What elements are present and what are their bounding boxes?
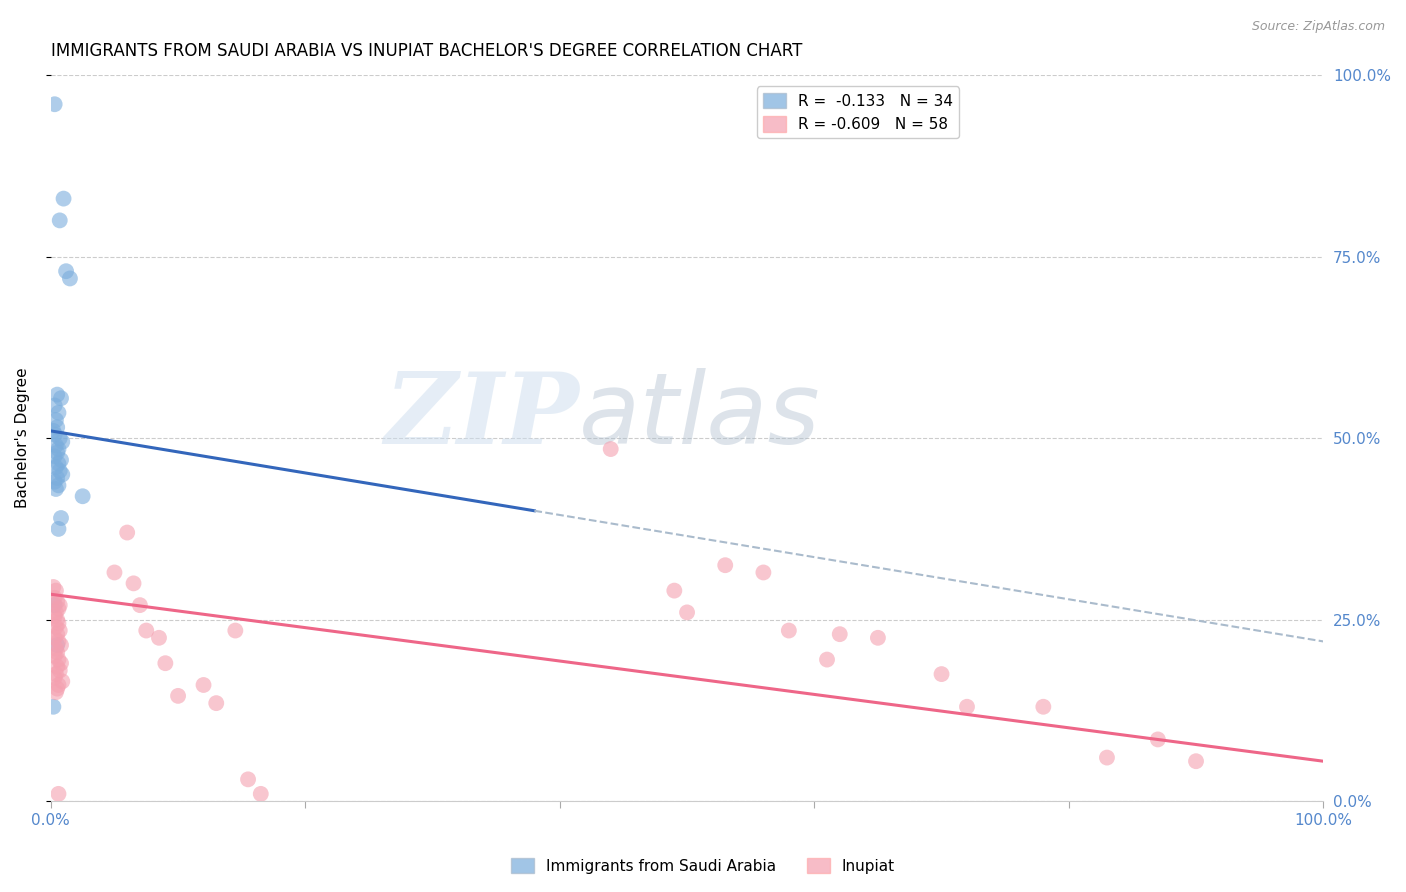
Point <box>46 445 69 459</box>
Point <box>51 674 73 689</box>
Point <box>167 689 190 703</box>
Point <box>931 667 953 681</box>
Legend: R =  -0.133   N = 34, R = -0.609   N = 58: R = -0.133 N = 34, R = -0.609 N = 58 <box>756 87 959 138</box>
Point <box>46 420 69 434</box>
Point <box>48 442 70 456</box>
Legend: Immigrants from Saudi Arabia, Inupiat: Immigrants from Saudi Arabia, Inupiat <box>505 852 901 880</box>
Point <box>46 627 69 641</box>
Point <box>714 558 737 573</box>
Point <box>46 681 69 696</box>
Point <box>49 657 72 671</box>
Point <box>45 641 67 656</box>
Point <box>828 627 851 641</box>
Point <box>48 598 70 612</box>
Point <box>1095 750 1118 764</box>
Point <box>46 638 69 652</box>
Point <box>48 478 70 492</box>
Point <box>55 264 77 278</box>
Text: IMMIGRANTS FROM SAUDI ARABIA VS INUPIAT BACHELOR'S DEGREE CORRELATION CHART: IMMIGRANTS FROM SAUDI ARABIA VS INUPIAT … <box>51 42 803 60</box>
Point <box>249 787 271 801</box>
Point <box>48 522 70 536</box>
Point <box>46 613 69 627</box>
Point <box>956 699 979 714</box>
Point <box>46 471 69 485</box>
Point <box>44 598 66 612</box>
Point <box>48 634 70 648</box>
Point <box>45 460 67 475</box>
Point <box>236 772 259 787</box>
Point <box>44 671 66 685</box>
Point <box>155 657 177 671</box>
Point <box>49 638 72 652</box>
Point <box>205 696 228 710</box>
Point <box>752 566 775 580</box>
Point <box>44 631 66 645</box>
Point <box>193 678 215 692</box>
Point <box>49 511 72 525</box>
Point <box>48 464 70 478</box>
Point <box>42 580 65 594</box>
Point <box>46 387 69 401</box>
Y-axis label: Bachelor's Degree: Bachelor's Degree <box>15 368 30 508</box>
Point <box>48 787 70 801</box>
Point <box>48 601 70 615</box>
Point <box>44 591 66 605</box>
Point <box>45 413 67 427</box>
Point <box>48 624 70 638</box>
Point <box>48 678 70 692</box>
Point <box>135 624 157 638</box>
Point <box>664 583 686 598</box>
Point <box>224 624 246 638</box>
Point <box>49 391 72 405</box>
Point <box>866 631 889 645</box>
Point <box>44 450 66 464</box>
Point <box>1147 732 1170 747</box>
Point <box>129 598 152 612</box>
Text: Source: ZipAtlas.com: Source: ZipAtlas.com <box>1251 20 1385 33</box>
Point <box>44 648 66 663</box>
Point <box>46 594 69 608</box>
Point <box>52 192 75 206</box>
Text: atlas: atlas <box>579 368 821 465</box>
Point <box>44 609 66 624</box>
Point <box>48 457 70 471</box>
Point <box>51 434 73 449</box>
Point <box>44 475 66 489</box>
Point <box>48 616 70 631</box>
Point <box>72 489 94 503</box>
Point <box>778 624 800 638</box>
Point <box>45 606 67 620</box>
Point <box>48 213 70 227</box>
Point <box>45 482 67 496</box>
Point <box>48 664 70 678</box>
Point <box>42 699 65 714</box>
Point <box>45 438 67 452</box>
Point <box>51 467 73 482</box>
Point <box>46 645 69 659</box>
Point <box>148 631 170 645</box>
Point <box>103 566 125 580</box>
Text: ZIP: ZIP <box>384 368 579 465</box>
Point <box>44 427 66 442</box>
Point <box>45 583 67 598</box>
Point <box>115 525 138 540</box>
Point <box>46 660 69 674</box>
Point <box>599 442 621 456</box>
Point <box>48 652 70 666</box>
Point <box>49 453 72 467</box>
Point <box>815 652 838 666</box>
Point <box>44 97 66 112</box>
Point <box>676 606 699 620</box>
Point <box>45 667 67 681</box>
Point <box>45 685 67 699</box>
Point <box>1032 699 1054 714</box>
Point <box>44 399 66 413</box>
Point <box>45 620 67 634</box>
Point <box>59 271 82 285</box>
Point <box>122 576 145 591</box>
Point <box>48 431 70 445</box>
Point <box>42 424 65 438</box>
Point <box>1185 754 1208 768</box>
Point <box>48 406 70 420</box>
